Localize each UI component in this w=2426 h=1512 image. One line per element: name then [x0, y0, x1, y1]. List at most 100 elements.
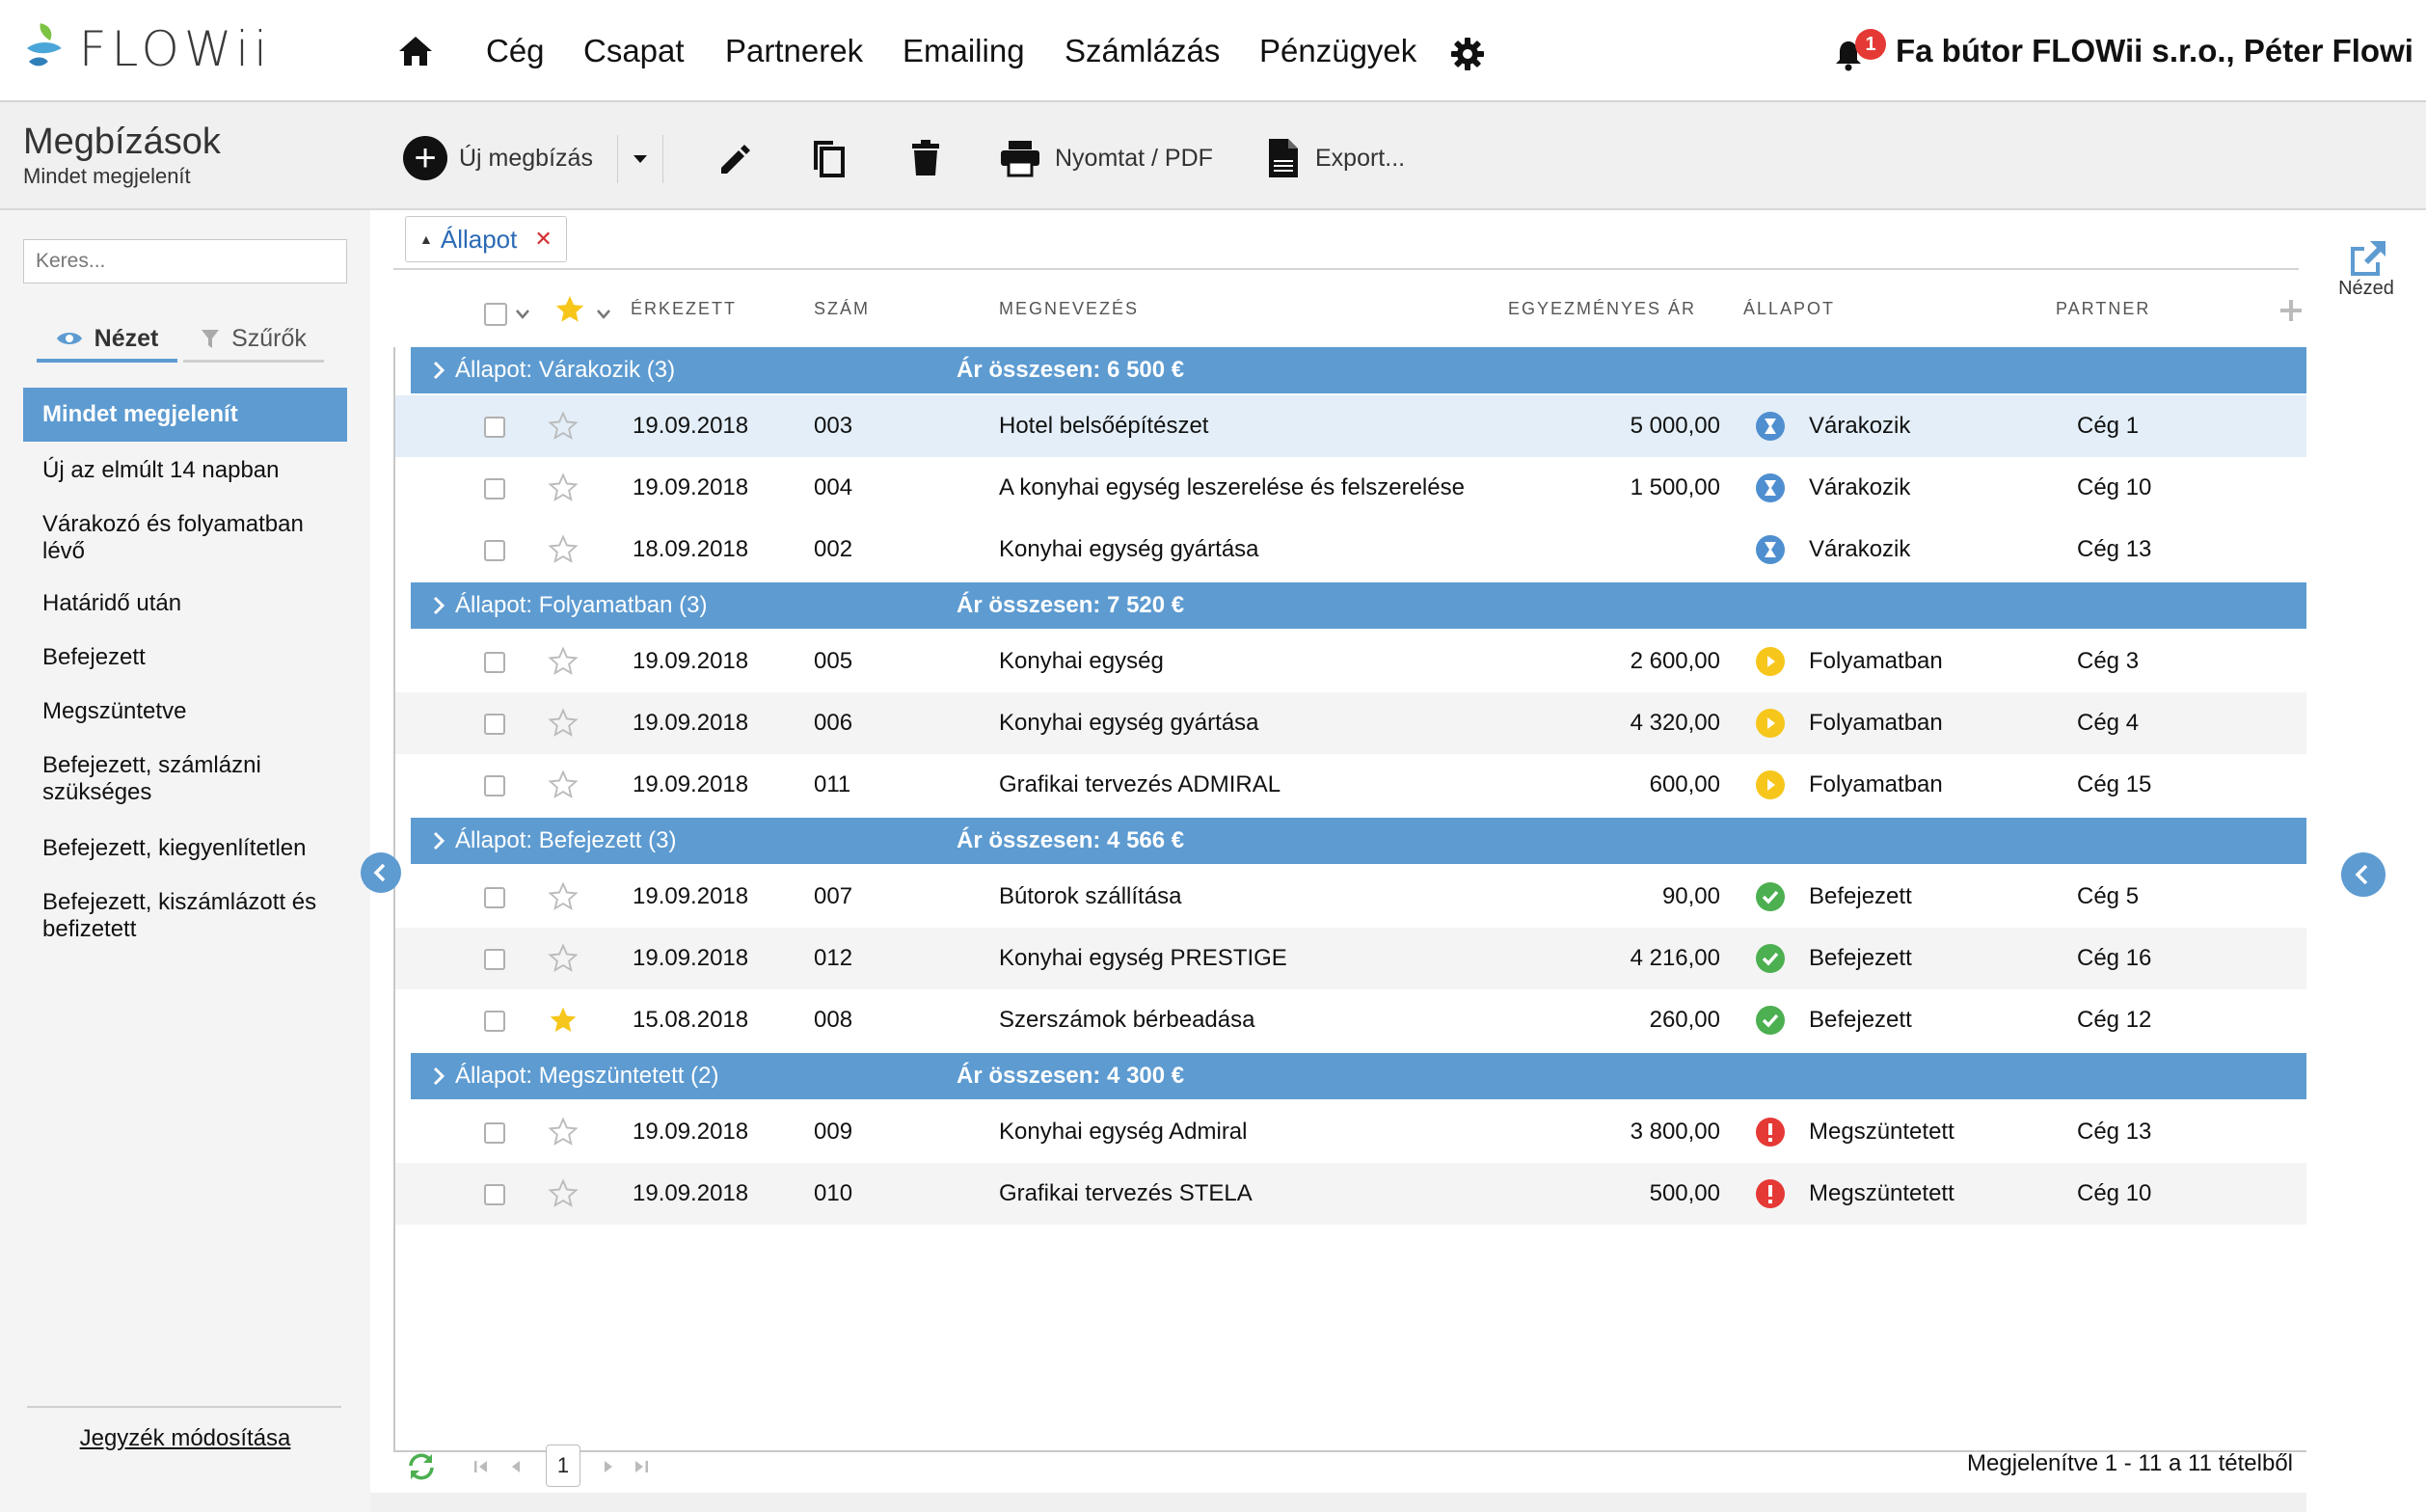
export-button[interactable]: Export... [1267, 131, 1405, 185]
row-checkbox[interactable] [484, 949, 505, 970]
row-checkbox[interactable] [484, 1122, 505, 1144]
column-status[interactable]: ÁLLAPOT [1743, 299, 1836, 318]
row-checkbox[interactable] [484, 478, 505, 500]
star-outline-icon[interactable] [548, 534, 579, 565]
sidebar-item-cancelled[interactable]: Megszüntetve [42, 698, 187, 724]
tab-filters[interactable]: Szűrők [183, 318, 324, 363]
column-received[interactable]: ÉRKEZETT [631, 299, 738, 318]
first-page-icon[interactable] [469, 1450, 494, 1483]
add-column-icon[interactable] [2278, 297, 2305, 324]
star-outline-icon[interactable] [548, 770, 579, 800]
row-checkbox[interactable] [484, 887, 505, 908]
star-outline-icon[interactable] [548, 708, 579, 739]
column-partner[interactable]: PARTNER [2056, 299, 2151, 318]
row-checkbox[interactable] [484, 540, 505, 561]
new-order-dropdown[interactable] [617, 135, 663, 183]
row-partner[interactable]: Cég 4 [2077, 710, 2140, 736]
app-logo[interactable]: FLOWii [21, 17, 272, 81]
new-order-button[interactable]: + Új megbízás [403, 131, 593, 185]
table-row[interactable]: 19.09.2018 005 Konyhai egység 2 600,00 F… [395, 631, 2308, 692]
column-name[interactable]: MEGNEVEZÉS [999, 299, 1140, 318]
star-outline-icon[interactable] [548, 411, 579, 442]
sidebar-item-finished-invoiced-paid[interactable]: Befejezett, kiszámlázott és befizetett [42, 889, 317, 942]
group-header-cancelled[interactable]: Állapot: Megszüntetett (2) Ár összesen: … [411, 1053, 2308, 1099]
table-row[interactable]: 19.09.2018 007 Bútorok szállítása 90,00 … [395, 866, 2308, 928]
current-page-input[interactable]: 1 [546, 1444, 580, 1487]
expand-right-panel-button[interactable] [2341, 852, 2386, 897]
last-page-icon[interactable] [629, 1450, 654, 1483]
nav-emailing[interactable]: Emailing [903, 33, 1025, 68]
star-filled-icon[interactable] [548, 1005, 579, 1036]
row-partner[interactable]: Cég 16 [2077, 945, 2152, 971]
gear-icon[interactable] [1450, 37, 1485, 71]
chevron-down-icon[interactable] [596, 309, 611, 320]
open-external-icon[interactable] [2345, 237, 2389, 280]
sidebar-item-overdue[interactable]: Határidő után [42, 590, 182, 616]
home-icon[interactable] [397, 35, 434, 68]
nav-invoicing[interactable]: Számlázás [1065, 33, 1221, 68]
nav-company[interactable]: Cég [486, 33, 545, 68]
row-checkbox[interactable] [484, 775, 505, 796]
sidebar-item-finished[interactable]: Befejezett [42, 644, 146, 670]
star-outline-icon[interactable] [548, 472, 579, 503]
group-header-waiting[interactable]: Állapot: Várakozik (3) Ár összesen: 6 50… [411, 347, 2308, 393]
column-number[interactable]: SZÁM [814, 299, 871, 318]
collapse-sidebar-button[interactable] [361, 852, 401, 893]
select-all-checkbox[interactable] [484, 303, 507, 326]
delete-button[interactable] [908, 131, 943, 185]
column-price[interactable]: EGYEZMÉNYES ÁR [1508, 299, 1697, 318]
edit-list-link[interactable]: Jegyzék módosítása [79, 1425, 291, 1451]
search-input[interactable] [23, 239, 347, 284]
table-row[interactable]: 19.09.2018 012 Konyhai egység PRESTIGE 4… [395, 928, 2308, 989]
table-row[interactable]: 19.09.2018 009 Konyhai egység Admiral 3 … [395, 1101, 2308, 1163]
notification-badge[interactable]: 1 [1855, 29, 1886, 60]
row-checkbox[interactable] [484, 714, 505, 735]
star-outline-icon[interactable] [548, 1178, 579, 1209]
table-row[interactable]: 19.09.2018 010 Grafikai tervezés STELA 5… [395, 1163, 2308, 1225]
print-pdf-button[interactable]: Nyomtat / PDF [999, 131, 1213, 185]
table-row[interactable]: 19.09.2018 011 Grafikai tervezés ADMIRAL… [395, 754, 2308, 816]
nav-team[interactable]: Csapat [583, 33, 685, 68]
star-outline-icon[interactable] [548, 881, 579, 912]
tab-view[interactable]: Nézet [37, 318, 177, 363]
star-outline-icon[interactable] [548, 943, 579, 974]
table-row[interactable]: 19.09.2018 004 A konyhai egység leszerel… [395, 457, 2308, 519]
sidebar-item-all[interactable]: Mindet megjelenít [23, 388, 347, 442]
bell-icon[interactable] [1834, 39, 1863, 71]
row-checkbox[interactable] [484, 1011, 505, 1032]
table-row[interactable]: 15.08.2018 008 Szerszámok bérbeadása 260… [395, 989, 2308, 1051]
chevron-down-icon[interactable] [515, 309, 530, 320]
group-header-in-progress[interactable]: Állapot: Folyamatban (3) Ár összesen: 7 … [411, 582, 2308, 629]
row-checkbox[interactable] [484, 652, 505, 673]
view-panel-label[interactable]: Nézed [2338, 278, 2394, 299]
remove-group-icon[interactable]: ✕ [534, 227, 553, 251]
star-outline-icon[interactable] [548, 646, 579, 677]
row-partner[interactable]: Cég 13 [2077, 1119, 2152, 1145]
edit-button[interactable] [715, 131, 754, 185]
row-partner[interactable]: Cég 12 [2077, 1007, 2152, 1033]
star-header-icon[interactable] [553, 293, 586, 326]
row-partner[interactable]: Cég 13 [2077, 536, 2152, 562]
table-row[interactable]: 19.09.2018 003 Hotel belsőépítészet 5 00… [395, 395, 2308, 457]
nav-partners[interactable]: Partnerek [725, 33, 864, 68]
sidebar-item-finished-unpaid[interactable]: Befejezett, kiegyenlítetlen [42, 835, 307, 861]
table-row[interactable]: 18.09.2018 002 Konyhai egység gyártása V… [395, 519, 2308, 580]
row-checkbox[interactable] [484, 1184, 505, 1205]
row-partner[interactable]: Cég 10 [2077, 474, 2152, 500]
group-header-finished[interactable]: Állapot: Befejezett (3) Ár összesen: 4 5… [411, 818, 2308, 864]
row-partner[interactable]: Cég 15 [2077, 771, 2152, 797]
row-partner[interactable]: Cég 3 [2077, 648, 2140, 674]
row-partner[interactable]: Cég 5 [2077, 883, 2140, 909]
sidebar-item-waiting-in-progress[interactable]: Várakozó és folyamatban lévő [42, 511, 304, 564]
sidebar-item-new-14-days[interactable]: Új az elmúlt 14 napban [42, 457, 280, 483]
table-row[interactable]: 19.09.2018 006 Konyhai egység gyártása 4… [395, 692, 2308, 754]
group-by-chip[interactable]: ▲ Állapot ✕ [405, 216, 567, 262]
refresh-icon[interactable] [405, 1450, 438, 1483]
copy-button[interactable] [810, 131, 849, 185]
previous-page-icon[interactable] [503, 1450, 528, 1483]
sidebar-item-finished-to-invoice[interactable]: Befejezett, számlázni szükséges [42, 752, 261, 805]
row-partner[interactable]: Cég 10 [2077, 1180, 2152, 1206]
row-partner[interactable]: Cég 1 [2077, 413, 2140, 439]
row-checkbox[interactable] [484, 417, 505, 438]
star-outline-icon[interactable] [548, 1117, 579, 1148]
